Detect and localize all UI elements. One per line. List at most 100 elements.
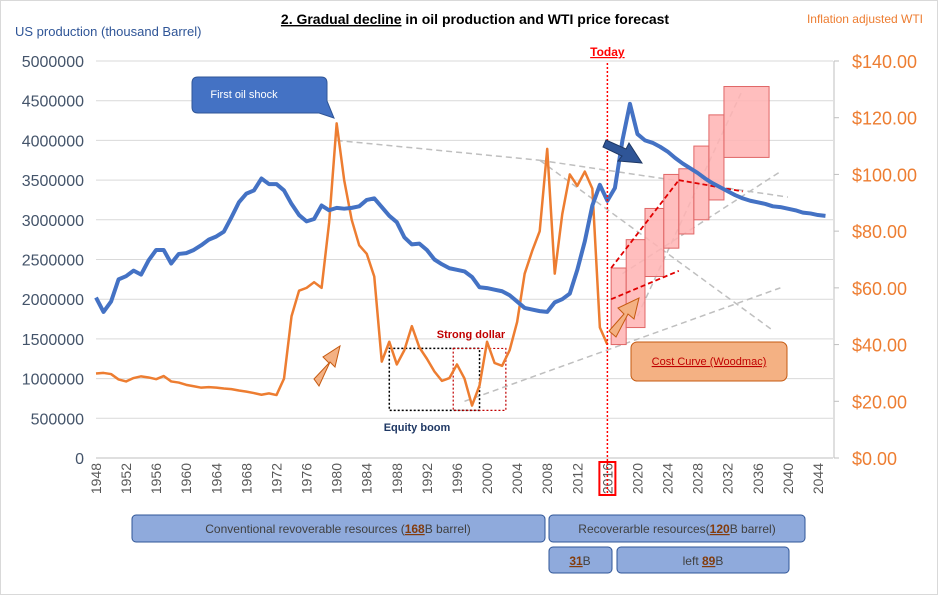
right-tick-label: $0.00 bbox=[852, 449, 897, 469]
left-tick-label: 1500000 bbox=[22, 332, 84, 349]
today-label: Today bbox=[590, 45, 625, 59]
right-tick-label: $20.00 bbox=[852, 392, 907, 412]
right-tick-label: $40.00 bbox=[852, 336, 907, 356]
trend-line bbox=[464, 287, 781, 402]
x-tick-label: 1956 bbox=[148, 463, 164, 494]
strong-dollar-label: Strong dollar bbox=[437, 329, 506, 341]
red-dashed-lines bbox=[610, 179, 743, 301]
recoverable-post: B barrel) bbox=[730, 522, 776, 536]
left-tick-label: 0 bbox=[75, 451, 84, 468]
x-tick-label: 2036 bbox=[750, 463, 766, 494]
price-series-line bbox=[95, 122, 609, 407]
x-tick-label: 1984 bbox=[359, 463, 375, 494]
chart-title: 2. Gradual decline in oil production and… bbox=[281, 11, 670, 27]
x-tick-label: 2024 bbox=[660, 463, 676, 494]
trend-line bbox=[336, 139, 540, 161]
x-tick-label: 1996 bbox=[449, 463, 465, 494]
left-tick-label: 2000000 bbox=[22, 292, 84, 309]
left-tick-label: 5000000 bbox=[22, 54, 84, 71]
used-resources-box bbox=[548, 546, 613, 574]
right-tick-label: $60.00 bbox=[852, 279, 907, 299]
red-dashed-line bbox=[610, 179, 680, 269]
left-tick-label: 4500000 bbox=[22, 94, 84, 111]
gridlines bbox=[96, 60, 833, 459]
cost-curve-box bbox=[644, 207, 665, 278]
right-axis-label: Inflation adjusted WTI bbox=[807, 12, 923, 26]
blue-down-arrow bbox=[602, 139, 643, 164]
x-tick-label: 1992 bbox=[419, 463, 435, 494]
left-bold: 89 bbox=[702, 554, 716, 568]
x-tick-label: 2020 bbox=[629, 463, 645, 494]
axes bbox=[96, 60, 839, 459]
recoverable-bold: 120 bbox=[710, 522, 730, 536]
left-tick-label: 2500000 bbox=[22, 253, 84, 270]
left-axis-ticks: 0 500000 1000000 1500000 2000000 2500000 30000… bbox=[22, 54, 84, 468]
first-oil-shock-callout bbox=[191, 76, 335, 119]
x-axis-ticks: 1948 1952 1956 1960 1964 1968 1972 1976 1980 1984… bbox=[88, 463, 826, 494]
recoverable-pre: Recoverarble resources( bbox=[578, 522, 709, 536]
x-tick-label: 1972 bbox=[268, 463, 284, 494]
x-tick-label: 1980 bbox=[329, 463, 345, 494]
left-tick-label: 3000000 bbox=[22, 213, 84, 230]
x-tick-label: 1952 bbox=[118, 463, 134, 494]
cost-curve-box bbox=[663, 173, 680, 249]
x-tick-label: 2032 bbox=[720, 463, 736, 494]
right-tick-label: $120.00 bbox=[852, 109, 917, 129]
used-post: B bbox=[583, 554, 591, 568]
left-tick-label: 3500000 bbox=[22, 173, 84, 190]
x-tick-label: 2012 bbox=[569, 463, 585, 494]
x-tick-label: 1960 bbox=[178, 463, 194, 494]
cost-curve-box bbox=[678, 168, 695, 235]
cost-curve-boxes bbox=[610, 86, 770, 346]
x-tick-label: 2044 bbox=[810, 463, 826, 494]
red-dashed-line bbox=[678, 179, 743, 193]
right-axis-ticks: $0.00 $20.00 $40.00 $60.00 $80.00 $100.00 $120… bbox=[852, 52, 917, 469]
left-axis-label: US production (thousand Barrel) bbox=[15, 24, 201, 39]
today-year-box bbox=[598, 461, 617, 496]
x-tick-label: 2000 bbox=[479, 463, 495, 494]
x-tick-label: 2028 bbox=[690, 463, 706, 494]
orange-up-arrow-right bbox=[608, 297, 640, 338]
x-tick-label: 1988 bbox=[389, 463, 405, 494]
orange-up-arrow-left bbox=[313, 344, 341, 387]
equity-boom-label: Equity boom bbox=[384, 422, 451, 434]
cost-curve-box bbox=[723, 86, 770, 158]
recoverable-resources-label: Recoverarble resources(120B barrel) bbox=[578, 522, 775, 536]
conventional-post: B barrel) bbox=[425, 522, 471, 536]
x-tick-label: 2016 bbox=[599, 463, 615, 494]
recoverable-resources-box bbox=[548, 514, 806, 543]
x-tick-label: 2040 bbox=[780, 463, 796, 494]
x-tick-label: 1968 bbox=[238, 463, 254, 494]
cost-curve-note bbox=[630, 341, 788, 382]
left-pre: left bbox=[683, 554, 702, 568]
left-resources-label: left 89B bbox=[683, 554, 724, 568]
left-tick-label: 1000000 bbox=[22, 372, 84, 389]
conventional-pre: Conventional revoverable resources ( bbox=[205, 522, 404, 536]
first-oil-shock-label: First oil shock bbox=[210, 89, 278, 101]
left-resources-box bbox=[616, 546, 790, 574]
chart-title-emphasis: 2. Gradual decline bbox=[281, 11, 402, 27]
conventional-resources-label: Conventional revoverable resources (168B… bbox=[205, 522, 470, 536]
production-series-line bbox=[94, 101, 826, 314]
cost-curve-label: Cost Curve (Woodmac) bbox=[652, 356, 767, 368]
chart-title-rest: in oil production and WTI price forecast bbox=[402, 11, 670, 27]
conventional-resources-box bbox=[131, 514, 546, 543]
used-bold: 31 bbox=[569, 554, 583, 568]
left-tick-label: 4000000 bbox=[22, 133, 84, 150]
x-tick-label: 1964 bbox=[208, 463, 224, 494]
red-dashed-line bbox=[610, 270, 680, 301]
strong-dollar-box bbox=[452, 347, 507, 411]
x-tick-label: 2008 bbox=[539, 463, 555, 494]
right-tick-label: $80.00 bbox=[852, 222, 907, 242]
x-tick-label: 1948 bbox=[88, 463, 104, 494]
used-resources-label: 31B bbox=[569, 554, 590, 568]
conventional-bold: 168 bbox=[405, 522, 425, 536]
left-tick-label: 500000 bbox=[31, 411, 84, 428]
left-post: B bbox=[715, 554, 723, 568]
right-tick-label: $140.00 bbox=[852, 52, 917, 72]
x-tick-label: 1976 bbox=[299, 463, 315, 494]
x-tick-label: 2004 bbox=[509, 463, 525, 494]
right-tick-label: $100.00 bbox=[852, 165, 917, 185]
